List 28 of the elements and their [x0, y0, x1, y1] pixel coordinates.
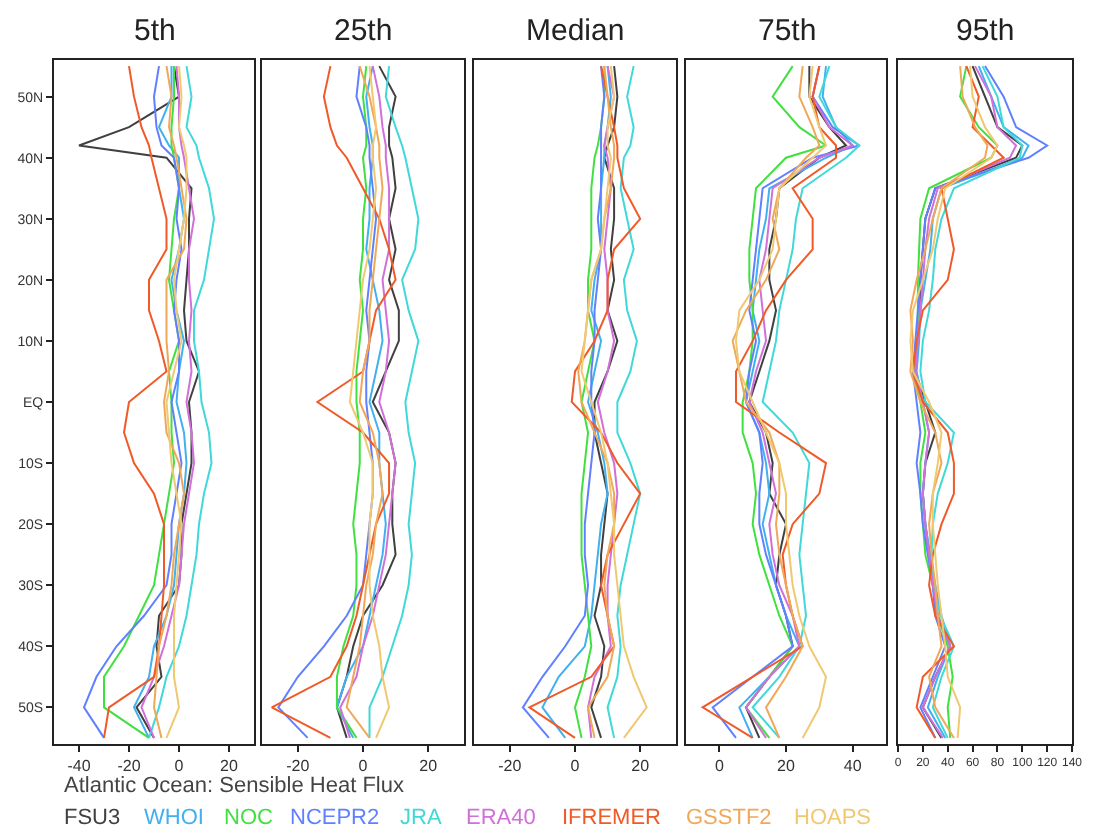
x-tick-label: 20	[777, 757, 796, 776]
text: JRA	[400, 806, 443, 830]
text: HOAPS	[794, 806, 872, 830]
chart-title: 25th	[334, 14, 393, 48]
x-tick-label: -40	[67, 757, 92, 776]
text: IFREMER	[562, 806, 662, 830]
x-tick-label: 20	[631, 757, 651, 776]
x-tick-label: -20	[286, 757, 311, 776]
x-tick-label: 20	[419, 757, 439, 776]
text: NCEPR2	[290, 806, 380, 830]
x-tick-label: 0	[174, 757, 185, 776]
x-tick-label: 40	[843, 757, 863, 776]
x-tick-label: -20	[498, 757, 523, 776]
text: ERA40	[466, 806, 536, 830]
text: Atlantic Ocean: Sensible Heat Flux	[64, 774, 405, 798]
text: WHOI	[144, 806, 204, 830]
x-tick-label: 20	[220, 757, 239, 776]
x-tick-label: 0	[358, 757, 369, 776]
chart-title: Median	[526, 14, 625, 48]
x-tick-label: -20	[117, 757, 142, 776]
x-tick-label: 0	[714, 757, 725, 776]
text: NOC	[224, 806, 273, 830]
chart-title: 95th	[956, 14, 1015, 48]
chart-title: 75th	[758, 14, 817, 48]
x-tick-label: 0	[570, 757, 581, 776]
text: FSU3	[64, 806, 121, 830]
text: GSSTF2	[686, 806, 772, 830]
chart-title: 5th	[134, 14, 176, 48]
